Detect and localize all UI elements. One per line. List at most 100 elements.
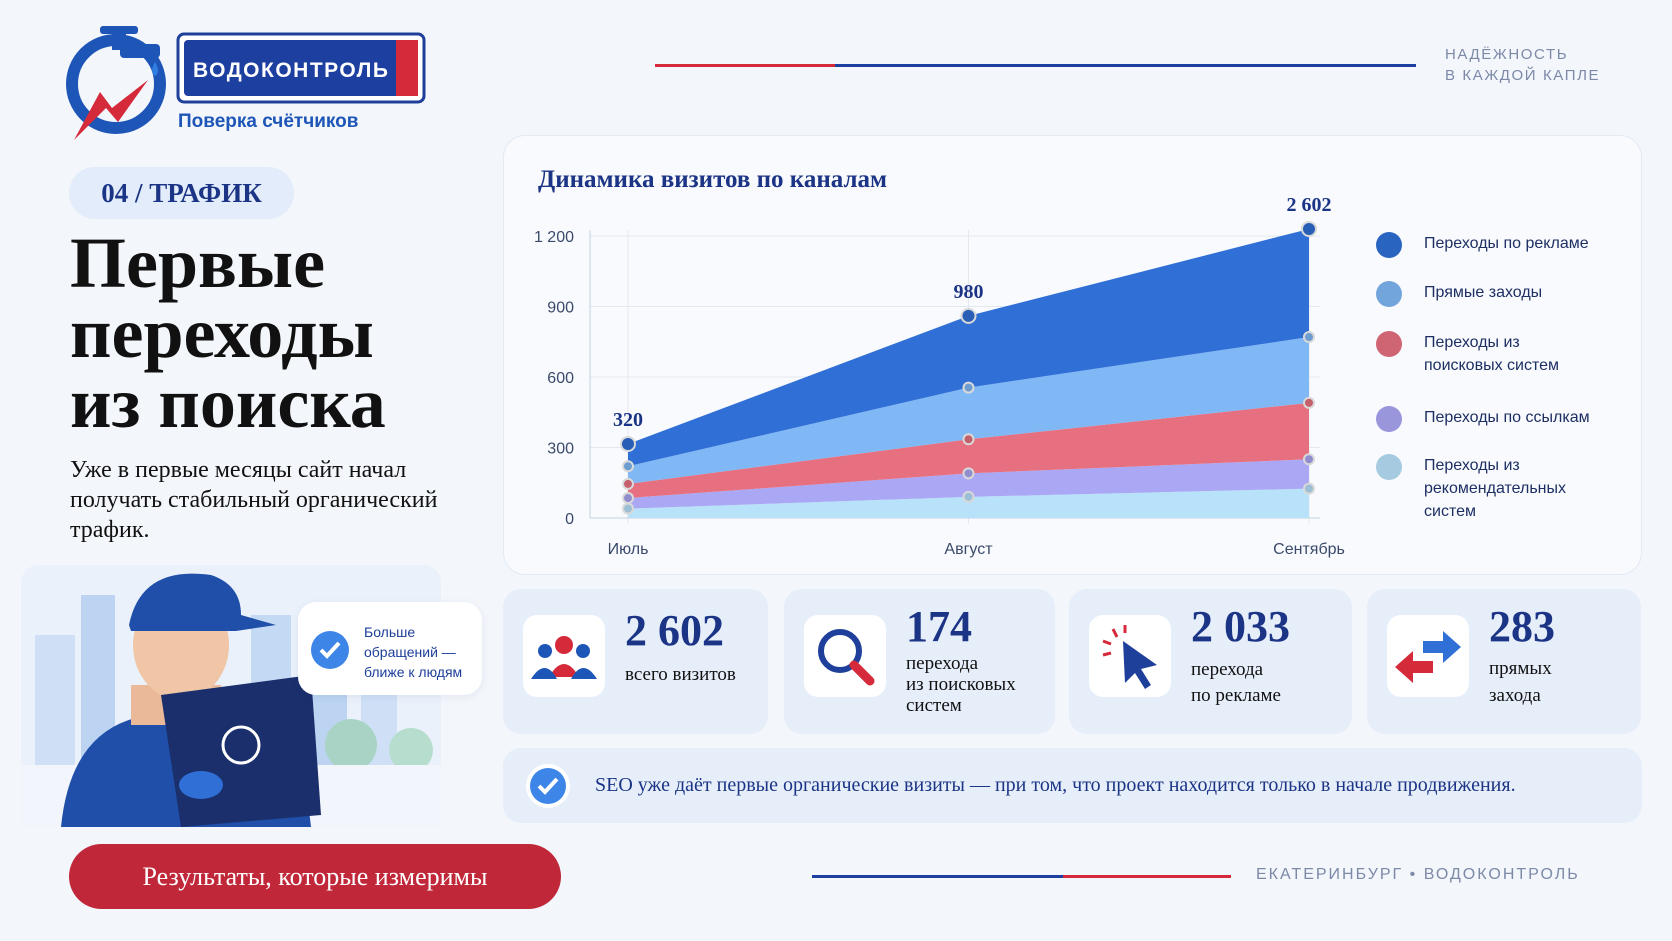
point xyxy=(622,502,634,515)
point xyxy=(1303,331,1315,344)
kpi-card: 174 перехода из поисковых систем xyxy=(784,589,1055,734)
slogan-line: НАДЁЖНОСТЬ xyxy=(1445,46,1569,63)
kpi-label: перехода из поисковых систем xyxy=(906,653,1016,716)
kpi-label-line: перехода xyxy=(1191,659,1264,680)
footer: ЕКАТЕРИНБУРГ • ВОДОКОНТРОЛЬ xyxy=(1256,866,1580,883)
kpi-label-line: прямых xyxy=(1489,658,1552,679)
kpi-label-line: из поисковых xyxy=(906,674,1016,695)
legend-item: Переходы из поисковых систем xyxy=(1376,331,1590,377)
legend-label: Прямые заходы xyxy=(1424,284,1543,301)
callout-line: Больше xyxy=(364,624,416,640)
people-icon xyxy=(523,615,605,697)
check-icon xyxy=(311,631,349,669)
point xyxy=(1303,453,1315,466)
click-icon xyxy=(1089,615,1171,697)
subtitle-line: Уже в первые месяцы сайт начал xyxy=(70,457,407,483)
kpi-value: 2 602 xyxy=(625,606,724,655)
callout-line: обращений — xyxy=(364,644,456,660)
title: Первые переходы из поиска xyxy=(70,223,386,443)
point xyxy=(622,477,634,490)
title-line: из поиска xyxy=(70,363,386,443)
point xyxy=(962,433,975,446)
point xyxy=(1303,396,1315,409)
accent-line xyxy=(655,64,835,67)
point-label: 980 xyxy=(954,281,984,303)
legend-item: Переходы по рекламе xyxy=(1376,232,1590,258)
cta-button[interactable]: Результаты, которые измеримы xyxy=(69,844,561,909)
arrows-icon xyxy=(1387,615,1469,697)
point xyxy=(622,492,634,505)
brand-service: Поверка счётчиков xyxy=(178,111,358,132)
subtitle-line: трафик. xyxy=(70,517,150,543)
y-tick-label: 900 xyxy=(547,300,574,317)
legend-swatch xyxy=(1376,406,1402,432)
subtitle-line: получать стабильный органический xyxy=(70,487,438,513)
y-tick-label: 1 200 xyxy=(534,229,574,246)
point xyxy=(1301,220,1317,237)
callout: Больше обращений — ближе к людям xyxy=(298,602,482,695)
subtitle: Уже в первые месяцы сайт начал получать … xyxy=(70,455,437,545)
point xyxy=(962,467,975,480)
accent-line xyxy=(1063,875,1231,878)
point-label: 320 xyxy=(613,409,643,431)
kpi-value: 174 xyxy=(906,602,972,651)
point xyxy=(962,381,975,394)
x-tick-label: Июль xyxy=(608,541,649,558)
legend-label: Переходы по рекламе xyxy=(1424,235,1589,252)
area xyxy=(628,228,1309,467)
point xyxy=(622,460,634,473)
y-tick-label: 600 xyxy=(547,370,574,387)
kpi-label-line: захода xyxy=(1489,685,1541,706)
kpi-card: 283 прямых захода xyxy=(1367,589,1641,734)
area xyxy=(628,337,1309,484)
title-line: Первые xyxy=(70,223,326,303)
point-label: 2 602 xyxy=(1287,194,1332,216)
legend-swatch xyxy=(1376,232,1402,258)
point xyxy=(962,490,975,503)
kpi-label: прямых захода xyxy=(1489,655,1552,709)
brand: ВОДОКОНТРОЛЬ xyxy=(193,59,390,82)
kpi-label-line: перехода xyxy=(906,653,979,674)
kpi-card: 2 033 перехода по рекламе xyxy=(1069,589,1352,734)
accent-line xyxy=(812,875,1063,878)
legend-item: Прямые заходы xyxy=(1376,281,1590,307)
accent-line xyxy=(835,64,1416,67)
x-tick-label: Август xyxy=(944,541,993,558)
y-tick-label: 0 xyxy=(565,511,574,528)
kpi-label: перехода по рекламе xyxy=(1191,657,1281,709)
area xyxy=(628,402,1309,499)
slogan-line: В КАЖДОЙ КАПЛЕ xyxy=(1445,67,1601,84)
kpi-value: 2 033 xyxy=(1191,602,1290,651)
legend-label: Переходы из поисковых систем xyxy=(1424,334,1560,374)
legend-swatch xyxy=(1376,281,1402,307)
callout-line: ближе к людям xyxy=(364,664,463,680)
title-line: переходы xyxy=(70,293,374,373)
legend-item: Переходы по ссылкам xyxy=(1376,406,1590,432)
area xyxy=(628,459,1309,509)
kpi-label-line: систем xyxy=(906,695,962,716)
y-tick-label: 300 xyxy=(547,441,574,458)
note-text: SEO уже даёт первые органические визиты … xyxy=(595,774,1516,796)
legend-item: Переходы из рекомендательных систем xyxy=(1376,454,1590,523)
x-tick-label: Сентябрь xyxy=(1273,541,1345,558)
check-icon xyxy=(526,764,570,808)
legend-label: Переходы из рекомендательных систем xyxy=(1424,457,1567,520)
kpi-label-line: по рекламе xyxy=(1191,685,1281,706)
area xyxy=(628,488,1309,518)
kpi-card: 2 602 всего визитов xyxy=(503,589,768,734)
point xyxy=(960,307,977,324)
kpi-value: 283 xyxy=(1489,602,1555,651)
legend-label: Переходы по ссылкам xyxy=(1424,409,1590,426)
logo: ВОДОКОНТРОЛЬ Поверка счётчиков xyxy=(66,26,426,140)
point xyxy=(1303,482,1315,495)
legend-swatch xyxy=(1376,454,1402,480)
kpi-label: всего визитов xyxy=(625,664,736,685)
section-badge: 04 / ТРАФИК xyxy=(69,167,294,219)
chart-title: Динамика визитов по каналам xyxy=(538,166,888,193)
search-icon xyxy=(804,615,886,697)
note-bar: SEO уже даёт первые органические визиты … xyxy=(503,748,1642,823)
legend-swatch xyxy=(1376,331,1402,357)
slogan: НАДЁЖНОСТЬ В КАЖДОЙ КАПЛЕ xyxy=(1445,44,1600,86)
